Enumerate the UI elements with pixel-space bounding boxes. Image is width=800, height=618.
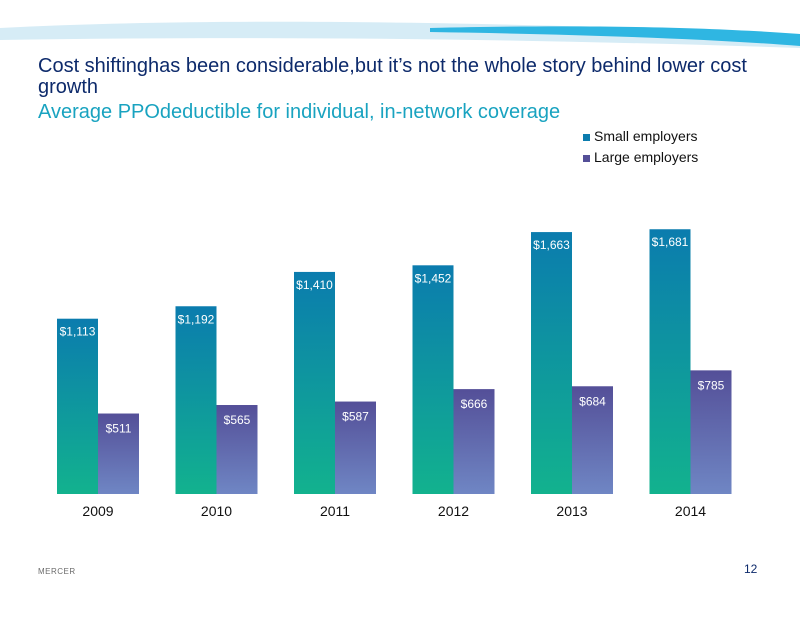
header-band-dark <box>430 26 800 46</box>
bar-small-2012 <box>412 265 454 494</box>
data-label-small-2009: $1,113 <box>60 325 96 339</box>
x-axis-ticks: 2009 2010 2011 2012 2013 2014 <box>82 503 706 519</box>
bar-large-2011 <box>335 401 376 494</box>
page-number: 12 <box>744 562 758 576</box>
footer-brand: MERCER <box>38 567 76 576</box>
data-label-small-2011: $1,410 <box>296 278 333 292</box>
header-decoration-band <box>0 21 800 48</box>
data-label-large-2013: $684 <box>579 394 606 408</box>
x-tick-2012: 2012 <box>438 503 469 519</box>
bar-small-2011 <box>294 271 335 494</box>
x-tick-2010: 2010 <box>201 503 232 519</box>
chart-legend: Small employers Large employers <box>583 128 698 165</box>
legend-label-large: Large employers <box>594 149 698 165</box>
data-label-small-2010: $1,192 <box>178 312 215 326</box>
chart-bars: $1,113 $511 $1,192 $565 $1,410 $587 $1,452 $666… <box>57 229 732 494</box>
bar-small-2010 <box>175 306 217 494</box>
chart-subtitle: Average PPOdeductible for individual, in… <box>38 101 561 123</box>
data-label-small-2013: $1,663 <box>533 238 570 252</box>
legend-swatch-small <box>583 134 590 141</box>
data-label-large-2011: $587 <box>342 410 369 424</box>
legend-swatch-large <box>583 155 590 162</box>
data-label-large-2009: $511 <box>106 422 132 436</box>
bar-large-2014 <box>690 370 732 494</box>
bar-large-2009 <box>98 413 139 494</box>
bar-large-2012 <box>453 389 495 494</box>
data-label-large-2014: $785 <box>698 378 725 392</box>
bar-large-2010 <box>216 405 258 494</box>
data-label-large-2012: $666 <box>461 397 488 411</box>
legend-label-small: Small employers <box>594 128 697 144</box>
bar-small-2009 <box>57 318 98 494</box>
bar-large-2013 <box>572 386 613 494</box>
x-tick-2011: 2011 <box>320 503 350 519</box>
x-tick-2013: 2013 <box>556 503 587 519</box>
bar-chart: Small employers Large employers $1,113 $51… <box>57 128 732 519</box>
data-label-small-2012: $1,452 <box>415 271 452 285</box>
bar-small-2014 <box>649 229 691 494</box>
slide-title: Cost shiftinghas been considerable,but i… <box>38 55 747 98</box>
x-tick-2009: 2009 <box>82 503 113 519</box>
bar-small-2013 <box>531 232 572 494</box>
x-tick-2014: 2014 <box>675 503 706 519</box>
data-label-small-2014: $1,681 <box>652 235 689 249</box>
data-label-large-2010: $565 <box>224 413 251 427</box>
